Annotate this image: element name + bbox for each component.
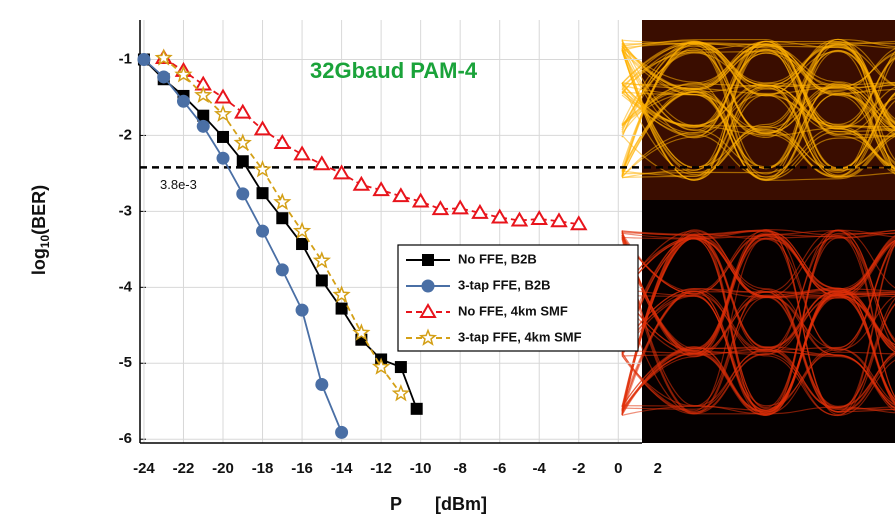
x-tick-label: -12 — [370, 460, 392, 477]
data-point — [335, 287, 349, 301]
data-point — [297, 239, 307, 249]
data-point — [315, 157, 329, 169]
x-tick-label: -8 — [454, 460, 467, 477]
legend-label: No FFE, 4km SMF — [458, 303, 568, 318]
data-point — [337, 304, 347, 314]
x-tick-label: -6 — [493, 460, 506, 477]
x-tick-label: -14 — [331, 460, 353, 477]
x-tick-label: -4 — [533, 460, 547, 477]
y-tick-label: -4 — [119, 278, 133, 295]
chart: log10(BER) P [dBm] -6-5-4-3-2-1-24-22-20… — [0, 0, 895, 517]
data-point — [257, 226, 268, 237]
data-point — [315, 253, 329, 267]
data-point — [138, 54, 149, 65]
data-point — [394, 386, 408, 400]
legend-label: No FFE, B2B — [458, 251, 537, 266]
data-point — [198, 111, 208, 121]
data-point — [453, 201, 467, 213]
data-point — [295, 224, 309, 238]
x-tick-label: -22 — [173, 460, 195, 477]
y-tick-label: -5 — [119, 354, 132, 371]
eye-diagrams — [622, 20, 895, 443]
data-point — [237, 188, 248, 199]
y-tick-label: -3 — [119, 202, 132, 219]
data-point — [532, 212, 546, 224]
legend-marker — [423, 281, 434, 292]
data-point — [277, 264, 288, 275]
x-tick-label: -20 — [212, 460, 234, 477]
data-point — [198, 121, 209, 132]
threshold-label: 3.8e-3 — [160, 177, 197, 192]
data-point — [158, 71, 169, 82]
x-tick-label: 2 — [654, 460, 662, 477]
y-tick-label: -1 — [119, 50, 132, 67]
data-point — [258, 188, 268, 198]
data-point — [275, 195, 289, 209]
y-tick-label: -6 — [119, 430, 132, 447]
data-point — [354, 178, 368, 190]
x-tick-label: -24 — [133, 460, 155, 477]
y-axis-label: log10(BER) — [29, 185, 52, 275]
data-point — [218, 132, 228, 142]
data-point — [275, 136, 289, 148]
data-point — [236, 136, 250, 150]
data-point — [236, 106, 250, 118]
chart-title: 32Gbaud PAM-4 — [310, 58, 478, 83]
y-tick-label: -2 — [119, 126, 132, 143]
data-point — [336, 427, 347, 438]
x-axis-label: P — [390, 494, 402, 514]
legend-label: 3-tap FFE, 4km SMF — [458, 329, 582, 344]
x-tick-label: -2 — [572, 460, 585, 477]
data-point — [216, 90, 230, 102]
x-axis-label: [dBm] — [435, 494, 487, 514]
legend-label: 3-tap FFE, B2B — [458, 277, 550, 292]
y-label-part: log — [29, 248, 49, 275]
data-point — [396, 362, 406, 372]
x-tick-label: -16 — [291, 460, 313, 477]
data-point — [317, 275, 327, 285]
x-tick-label: 0 — [614, 460, 622, 477]
x-tick-label: -10 — [410, 460, 432, 477]
data-point — [178, 96, 189, 107]
data-point — [412, 404, 422, 414]
y-label-sub: 10 — [38, 235, 52, 249]
legend-marker — [423, 255, 433, 265]
y-label-part: (BER) — [29, 185, 49, 235]
x-tick-label: -18 — [252, 460, 274, 477]
data-point — [277, 213, 287, 223]
data-point — [238, 156, 248, 166]
data-point — [316, 379, 327, 390]
data-point — [218, 153, 229, 164]
data-point — [297, 305, 308, 316]
data-point — [295, 147, 309, 159]
